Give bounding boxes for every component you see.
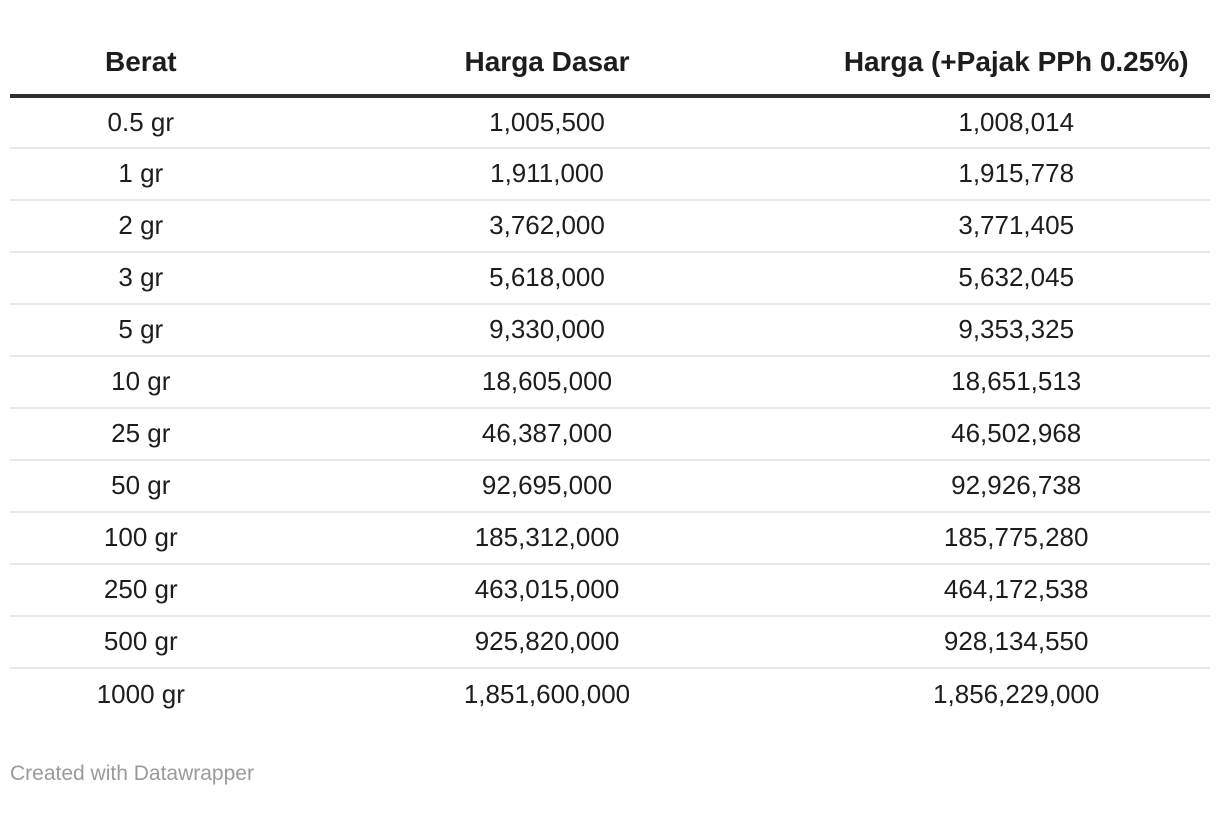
datawrapper-table-embed: Berat Harga Dasar Harga (+Pajak PPh 0.25… bbox=[10, 0, 1210, 786]
table-cell: 1,856,229,000 bbox=[822, 666, 1210, 720]
table-row: 1000 gr 1,851,600,000 1,856,229,000 bbox=[10, 666, 1210, 720]
table-cell: 1 gr bbox=[10, 146, 272, 200]
table-header-row: Berat Harga Dasar Harga (+Pajak PPh 0.25… bbox=[10, 0, 1210, 98]
table-cell: 5,618,000 bbox=[271, 250, 823, 304]
table-row: 5 gr 9,330,000 9,353,325 bbox=[10, 302, 1210, 356]
column-header-harga-pajak: Harga (+Pajak PPh 0.25%) bbox=[822, 0, 1210, 98]
column-header-berat: Berat bbox=[10, 0, 272, 98]
table-row: 100 gr 185,312,000 185,775,280 bbox=[10, 510, 1210, 564]
table-row: 3 gr 5,618,000 5,632,045 bbox=[10, 250, 1210, 304]
table-cell: 92,695,000 bbox=[271, 458, 823, 512]
table-cell: 10 gr bbox=[10, 354, 272, 408]
table-cell: 1,008,014 bbox=[958, 106, 1075, 137]
table-cell: 1,851,600,000 bbox=[271, 666, 823, 720]
table-cell: 2 gr bbox=[10, 198, 272, 252]
table-row: 25 gr 46,387,000 46,502,968 bbox=[10, 406, 1210, 460]
table-row: 0.5 gr 1,005,500 1,008,014 bbox=[10, 96, 1210, 148]
table-cell: 3,771,405 bbox=[822, 198, 1210, 252]
table-cell: 928,134,550 bbox=[822, 614, 1210, 668]
datawrapper-attribution-link[interactable]: Created with Datawrapper bbox=[10, 761, 254, 785]
table-row: 10 gr 18,605,000 18,651,513 bbox=[10, 354, 1210, 408]
table-header: Berat Harga Dasar Harga (+Pajak PPh 0.25… bbox=[10, 0, 1210, 98]
table-cell: 92,926,738 bbox=[822, 458, 1210, 512]
table-cell: 100 gr bbox=[10, 510, 272, 564]
column-header-harga-dasar: Harga Dasar bbox=[271, 0, 823, 98]
table-cell: 1,005,500 bbox=[489, 106, 605, 137]
table-cell: 185,775,280 bbox=[822, 510, 1210, 564]
table-cell: 46,387,000 bbox=[271, 406, 823, 460]
table-cell: 18,651,513 bbox=[822, 354, 1210, 408]
table-cell: 5,632,045 bbox=[822, 250, 1210, 304]
table-row: 500 gr 925,820,000 928,134,550 bbox=[10, 614, 1210, 668]
table-cell: 9,353,325 bbox=[822, 302, 1210, 356]
table-cell: 18,605,000 bbox=[271, 354, 823, 408]
table-cell: 1000 gr bbox=[10, 666, 272, 720]
table-cell: 1,915,778 bbox=[822, 146, 1210, 200]
table-row: 2 gr 3,762,000 3,771,405 bbox=[10, 198, 1210, 252]
table-cell: 463,015,000 bbox=[271, 562, 823, 616]
table-cell: 5 gr bbox=[10, 302, 272, 356]
table-cell: 9,330,000 bbox=[271, 302, 823, 356]
table-cell: 925,820,000 bbox=[271, 614, 823, 668]
table-cell: 50 gr bbox=[10, 458, 272, 512]
table-footer: Created with Datawrapper bbox=[10, 762, 1210, 786]
table-cell: 25 gr bbox=[10, 406, 272, 460]
table-cell: 0.5 gr bbox=[107, 106, 175, 137]
table-cell: 250 gr bbox=[10, 562, 272, 616]
table-cell: 500 gr bbox=[10, 614, 272, 668]
table-cell: 185,312,000 bbox=[271, 510, 823, 564]
table-cell: 3,762,000 bbox=[271, 198, 823, 252]
table-cell: 46,502,968 bbox=[822, 406, 1210, 460]
price-table: Berat Harga Dasar Harga (+Pajak PPh 0.25… bbox=[10, 0, 1210, 720]
table-cell: 464,172,538 bbox=[822, 562, 1210, 616]
table-row: 250 gr 463,015,000 464,172,538 bbox=[10, 562, 1210, 616]
table-cell: 1,911,000 bbox=[271, 146, 823, 200]
table-cell: 3 gr bbox=[10, 250, 272, 304]
table-body: 0.5 gr 1,005,500 1,008,014 1 gr 1,911,000 1,9… bbox=[10, 96, 1210, 720]
table-row: 1 gr 1,911,000 1,915,778 bbox=[10, 146, 1210, 200]
table-row: 50 gr 92,695,000 92,926,738 bbox=[10, 458, 1210, 512]
